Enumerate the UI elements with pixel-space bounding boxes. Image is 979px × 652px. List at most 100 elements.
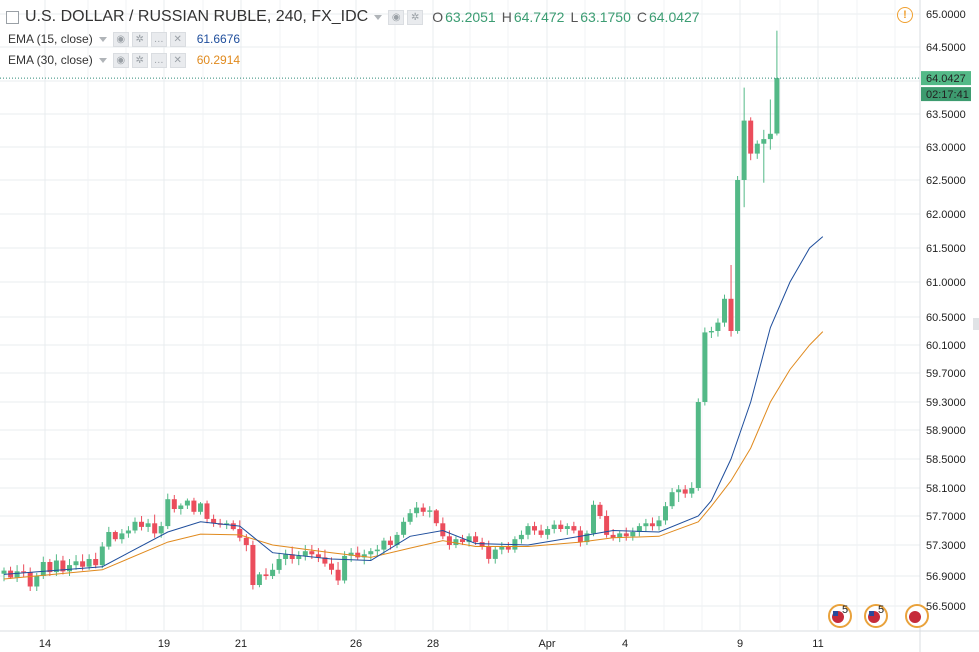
candle-body [283,554,289,559]
price-axis-label: 63.5000 [926,109,966,121]
time-axis-label: 28 [427,638,439,650]
ohlc-label: H [501,9,512,25]
candle-body [263,574,269,576]
ema30-line [3,331,824,580]
countdown-label: 02:17:41 [926,89,969,101]
candle-body [584,533,590,543]
candle-body [440,523,446,537]
candle-body [735,180,741,331]
ohlc-value: 64.7472 [513,9,565,25]
economic-event-marker[interactable]: 5 [864,604,888,628]
candle-body [492,549,498,559]
gear-icon[interactable]: ✲ [407,9,424,25]
price-axis-label: 62.0000 [926,209,966,221]
economic-event-marker[interactable]: 5 [828,604,852,628]
eye-icon[interactable]: ◉ [112,31,129,47]
price-axis-label: 56.9000 [926,571,966,583]
candle-body [597,504,603,516]
candle-body [60,560,66,572]
dots-icon[interactable]: … [150,52,167,68]
time-axis-label: 19 [158,638,170,650]
candle-body [499,546,505,550]
close-icon[interactable]: ✕ [169,31,186,47]
countdown-tag [921,87,971,102]
dots-icon[interactable]: … [150,31,167,47]
candle-body [761,139,767,144]
ohlc-label: L [570,9,579,25]
candle-body [401,521,407,535]
candle-body [178,505,184,509]
candle-body [571,526,577,531]
candle-body [86,559,92,567]
candle-body [99,546,105,566]
candle-body [47,562,53,573]
indicator-label: EMA (30, close) [8,53,93,67]
candle-body [387,540,393,545]
candle-body [676,489,682,493]
event-count-label: 5 [878,604,884,616]
price-axis-label: 59.3000 [926,397,966,409]
candle-body [473,536,479,543]
gear-icon[interactable]: ✲ [131,52,148,68]
candle-body [119,533,125,540]
candle-body [270,569,276,576]
candle-body [106,532,112,547]
time-axis-label: 4 [622,638,628,650]
candle-body [446,536,452,545]
gear-icon[interactable]: ✲ [131,31,148,47]
ohlc-value: 63.1750 [580,9,631,25]
warning-icon[interactable]: ! [897,7,913,23]
price-axis-label: 59.7000 [926,368,966,380]
candle-body [538,530,544,535]
candle-body [309,551,315,555]
indicator-row-ema30: EMA (30, close) ◉ ✲ … ✕ 60.2914 [8,51,240,69]
candle-body [67,565,72,572]
candle-body [243,537,249,546]
candle-body [276,559,282,570]
candle-body [525,526,531,535]
time-axis-label: 9 [737,638,743,650]
last-price-label: 64.0427 [926,73,966,85]
chevron-down-icon[interactable] [374,14,383,20]
candle-body [420,507,426,512]
candle-body [139,521,144,527]
candle-body [165,499,171,527]
price-axis-label: 60.5000 [926,312,966,324]
candle-body [27,572,33,587]
candle-body [198,503,203,512]
candle-body [518,534,524,540]
price-axis-label: 65.0000 [926,9,966,21]
us-flag-canton [869,611,874,616]
candle-body [505,546,511,550]
candle-body [636,526,642,532]
price-axis-label: 60.1000 [926,340,966,352]
chevron-down-icon[interactable] [98,36,107,42]
eye-icon[interactable]: ◉ [388,9,405,25]
time-axis-label: 11 [812,638,823,650]
price-axis-label: 57.7000 [926,511,966,523]
candle-body [250,545,256,585]
eye-icon[interactable]: ◉ [112,52,129,68]
ema15-line [3,236,824,575]
candle-body [558,524,564,529]
indicator-value: 60.2914 [196,53,241,67]
symbol-title: U.S. DOLLAR / RUSSIAN RUBLE, 240, FX_IDC [25,8,369,25]
candle-body [329,563,334,570]
candle-body [335,569,341,581]
candle-body [53,560,59,573]
close-icon[interactable]: ✕ [169,52,186,68]
ohlc-value: 63.2051 [445,9,496,25]
candle-body [191,500,197,512]
candle-body [479,542,485,547]
candle-body [453,539,459,545]
candle-body [748,120,754,154]
chevron-down-icon[interactable] [98,57,107,63]
price-axis-label: 63.0000 [926,142,966,154]
indicator-value: 61.6676 [196,32,241,46]
indicator-row-ema15: EMA (15, close) ◉ ✲ … ✕ 61.6676 [8,30,240,48]
candle-body [112,532,118,540]
candle-body [93,559,99,566]
collapse-toggle-icon[interactable] [6,10,19,24]
